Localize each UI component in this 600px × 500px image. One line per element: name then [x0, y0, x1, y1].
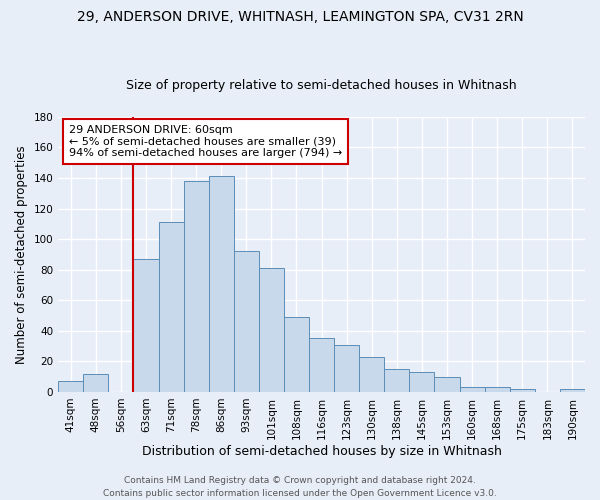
Bar — [560, 389, 585, 392]
Bar — [284, 317, 309, 392]
Text: Contains HM Land Registry data © Crown copyright and database right 2024.
Contai: Contains HM Land Registry data © Crown c… — [103, 476, 497, 498]
Bar — [259, 268, 284, 392]
Bar — [133, 259, 158, 392]
Y-axis label: Number of semi-detached properties: Number of semi-detached properties — [15, 145, 28, 364]
Title: Size of property relative to semi-detached houses in Whitnash: Size of property relative to semi-detach… — [126, 79, 517, 92]
Text: 29 ANDERSON DRIVE: 60sqm
← 5% of semi-detached houses are smaller (39)
94% of se: 29 ANDERSON DRIVE: 60sqm ← 5% of semi-de… — [69, 125, 342, 158]
Bar — [460, 388, 485, 392]
Bar — [209, 176, 234, 392]
X-axis label: Distribution of semi-detached houses by size in Whitnash: Distribution of semi-detached houses by … — [142, 444, 502, 458]
Bar — [334, 344, 359, 392]
Bar — [309, 338, 334, 392]
Bar — [58, 382, 83, 392]
Bar — [409, 372, 434, 392]
Bar — [510, 389, 535, 392]
Bar — [485, 388, 510, 392]
Bar — [234, 252, 259, 392]
Bar — [83, 374, 109, 392]
Bar — [158, 222, 184, 392]
Bar — [434, 376, 460, 392]
Bar — [359, 357, 385, 392]
Bar — [385, 369, 409, 392]
Text: 29, ANDERSON DRIVE, WHITNASH, LEAMINGTON SPA, CV31 2RN: 29, ANDERSON DRIVE, WHITNASH, LEAMINGTON… — [77, 10, 523, 24]
Bar — [184, 181, 209, 392]
